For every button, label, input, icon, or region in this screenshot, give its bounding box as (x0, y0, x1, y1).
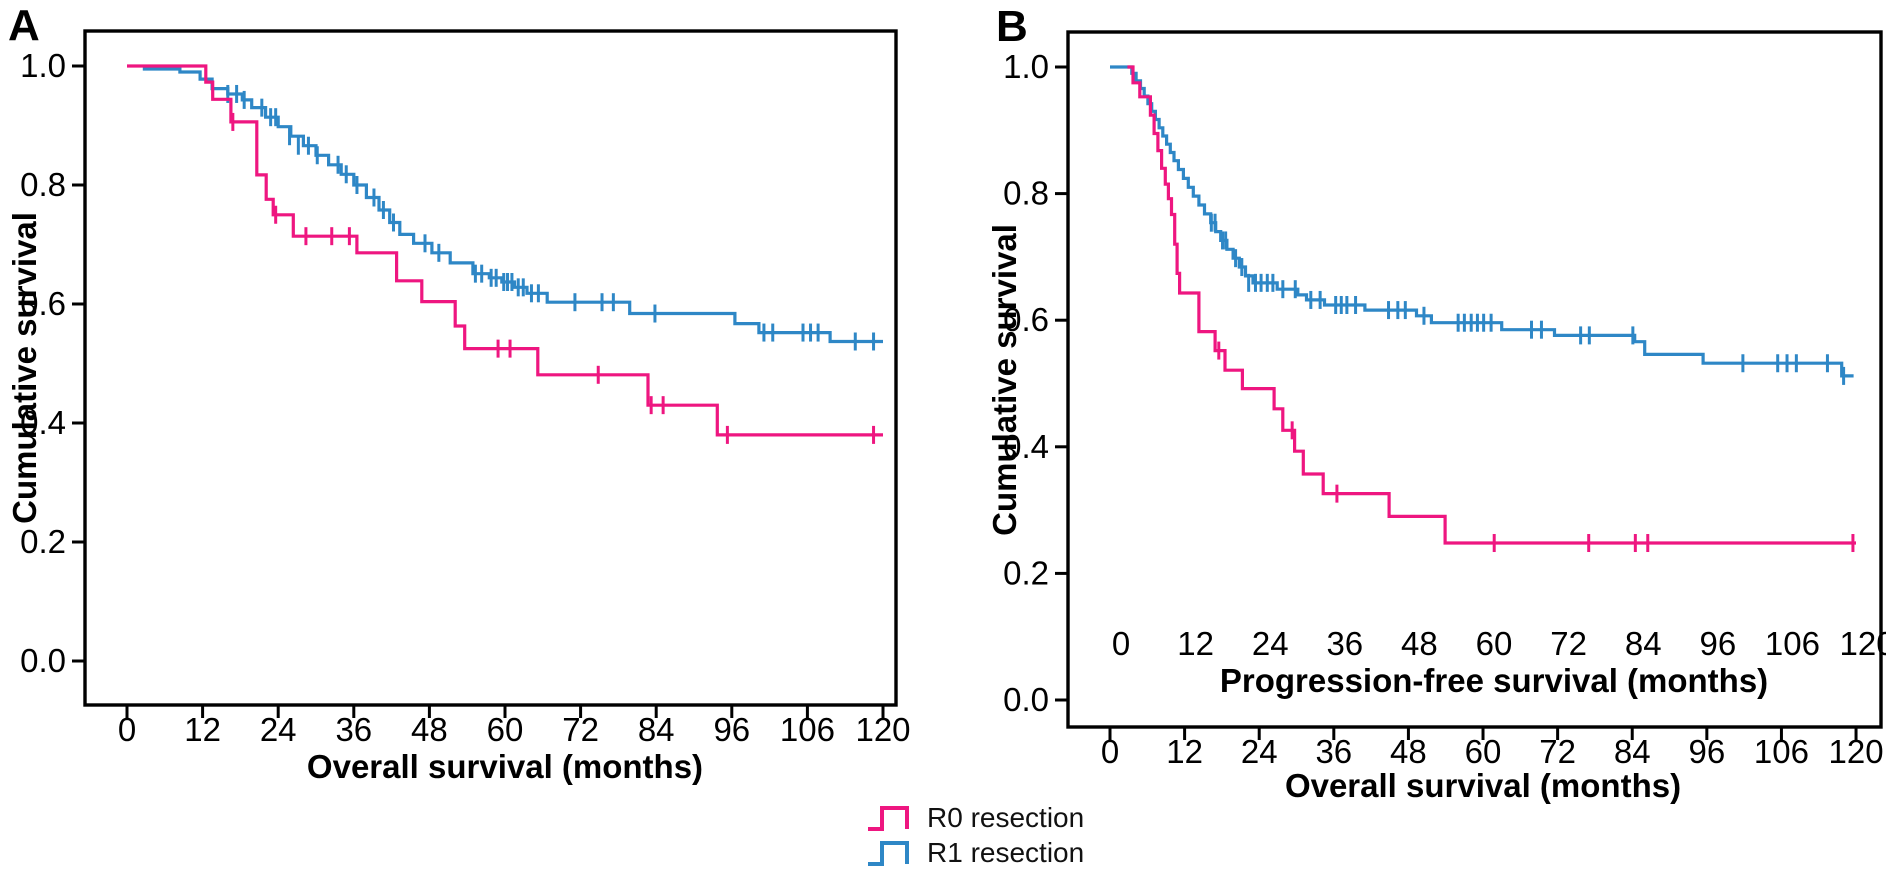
panel-letter: B (996, 2, 1028, 51)
x-tick-label: 106 (780, 711, 835, 748)
legend-label-r1: R1 resection (927, 837, 1085, 868)
y-tick-label: 0.4 (20, 404, 66, 441)
inner-x-tick-label: 36 (1326, 625, 1363, 662)
x-tick-label: 120 (855, 711, 910, 748)
inner-x-tick-label: 106 (1765, 625, 1820, 662)
inner-x-tick-label: 0 (1112, 625, 1130, 662)
x-tick-label: 12 (184, 711, 221, 748)
y-tick-label: 0.8 (1003, 175, 1049, 212)
x-tick-label: 24 (1241, 733, 1278, 770)
x-tick-label: 0 (1101, 733, 1119, 770)
y-tick-label: 0.0 (1003, 681, 1049, 718)
x-tick-label: 72 (562, 711, 599, 748)
x-tick-label: 72 (1539, 733, 1576, 770)
x-tick-label: 24 (260, 711, 297, 748)
inner-x-tick-label: 120 (1840, 625, 1886, 662)
panel-letter: A (8, 1, 40, 50)
inner-x-tick-label: 12 (1177, 625, 1214, 662)
y-tick-label: 1.0 (20, 47, 66, 84)
legend-item-r0: R0 resection (866, 803, 1084, 833)
y-tick-label: 0.8 (20, 166, 66, 203)
y-tick-label: 0.2 (1003, 554, 1049, 591)
inner-x-axis-title: Progression-free survival (months) (1220, 662, 1768, 699)
y-tick-label: 0.6 (20, 285, 66, 322)
y-axis-title: Cumulative survival (6, 212, 43, 524)
x-tick-label: 36 (335, 711, 372, 748)
km-curve-r0 (127, 64, 883, 437)
x-tick-label: 12 (1166, 733, 1203, 770)
x-tick-label: 96 (713, 711, 750, 748)
x-tick-label: 60 (487, 711, 524, 748)
x-tick-label: 36 (1315, 733, 1352, 770)
km-curve-r0 (1127, 65, 1856, 545)
inner-x-tick-label: 72 (1550, 625, 1587, 662)
inner-x-tick-label: 48 (1401, 625, 1438, 662)
y-axis-title: Cumulative survival (986, 224, 1023, 536)
inner-x-tick-label: 60 (1476, 625, 1513, 662)
y-tick-label: 0.0 (20, 642, 66, 679)
r0-step-icon (868, 806, 909, 831)
y-tick-label: 1.0 (1003, 48, 1049, 85)
r1-step-icon (868, 841, 909, 866)
x-tick-label: 60 (1465, 733, 1502, 770)
x-axis-title: Overall survival (months) (307, 748, 703, 785)
x-tick-label: 120 (1829, 733, 1884, 770)
inner-x-tick-label: 84 (1625, 625, 1662, 662)
x-tick-label: 106 (1754, 733, 1809, 770)
plot-frame (83, 29, 898, 707)
panel-A: 1.0 0.8 0.6 0.4 0.2 0.0 0 12 24 36 48 60 72 84 96 106 12… (6, 1, 911, 785)
legend: R0 resection R1 resection (866, 803, 1084, 873)
x-tick-label: 0 (118, 711, 136, 748)
y-tick-label: 0.4 (1003, 428, 1049, 465)
y-tick-label: 0.6 (1003, 301, 1049, 338)
plot-frame (1066, 30, 1883, 729)
x-tick-label: 48 (1390, 733, 1427, 770)
legend-item-r1: R1 resection (866, 838, 1084, 868)
panel-B: 1.0 0.8 0.6 0.4 0.2 0.0 0 12 24 36 48 60 72 84 96 106 12… (986, 2, 1886, 804)
x-tick-label: 84 (638, 711, 675, 748)
legend-label-r0: R0 resection (927, 802, 1085, 833)
x-axis-title: Overall survival (months) (1285, 767, 1681, 804)
inner-x-tick-label: 24 (1252, 625, 1289, 662)
inner-x-tick-label: 96 (1699, 625, 1736, 662)
y-tick-label: 0.2 (20, 523, 66, 560)
x-tick-label: 96 (1688, 733, 1725, 770)
x-tick-label: 84 (1614, 733, 1651, 770)
x-tick-label: 48 (411, 711, 448, 748)
